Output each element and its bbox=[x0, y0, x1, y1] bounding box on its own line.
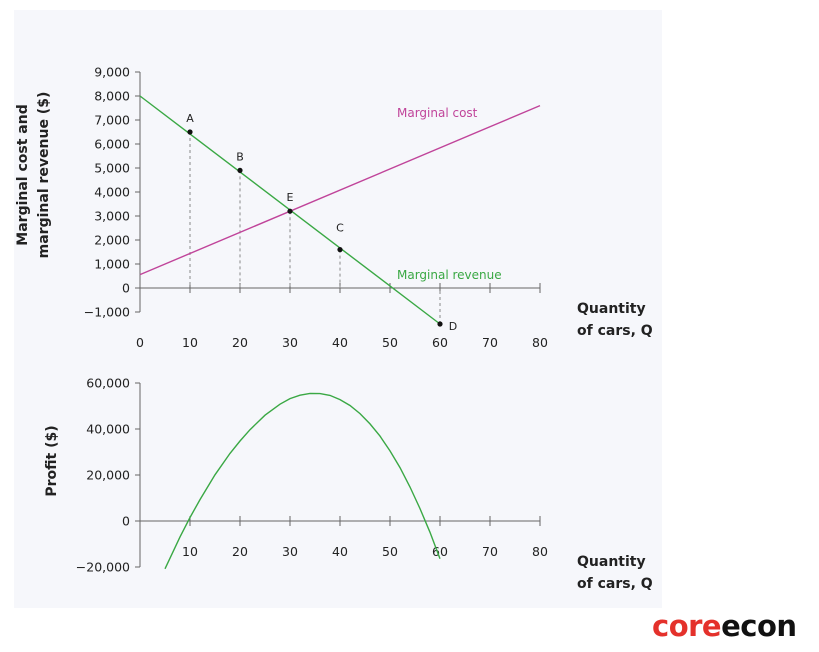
chart2-y-axis-title: Profit ($) bbox=[44, 425, 60, 496]
chart2-x-tick-label: 30 bbox=[282, 544, 298, 559]
chart1-series-marginal-cost bbox=[139, 104, 541, 276]
chart1-point-label-b: B bbox=[236, 150, 244, 163]
logo-core: core bbox=[652, 609, 722, 643]
chart2-x-axis-title: of cars, Q bbox=[577, 576, 653, 592]
chart1-point-label-e: E bbox=[287, 191, 294, 204]
chart1-point-c bbox=[337, 247, 343, 253]
chart2-y-tick-label: 60,000 bbox=[86, 376, 130, 391]
chart2-x-axis-title: Quantity bbox=[577, 554, 646, 570]
chart2-x-tick-label: 60 bbox=[432, 544, 448, 559]
chart1-y-axis-title: marginal revenue ($) bbox=[36, 92, 52, 259]
chart1-point-label-c: C bbox=[336, 222, 344, 235]
chart1-x-tick-label: 30 bbox=[282, 335, 298, 350]
chart1-x-tick-label: 70 bbox=[482, 335, 498, 350]
chart1-point-d bbox=[437, 321, 443, 327]
chart1-x-tick-label: 50 bbox=[382, 335, 398, 350]
chart1-y-tick-label: 1,000 bbox=[94, 257, 130, 272]
chart1-point-label-d: D bbox=[449, 320, 457, 333]
chart2-x-tick-label: 20 bbox=[232, 544, 248, 559]
chart1-x-tick-label: 80 bbox=[532, 335, 548, 350]
chart1-y-axis-title: Marginal cost and bbox=[15, 104, 31, 245]
chart2-x-tick-label: 10 bbox=[182, 544, 198, 559]
chart1-x-tick-label: 10 bbox=[182, 335, 198, 350]
chart1-point-label-a: A bbox=[186, 112, 194, 125]
chart2-y-tick-label: 20,000 bbox=[86, 468, 130, 483]
chart2-series-profit bbox=[164, 392, 441, 570]
chart1-y-tick-label: −1,000 bbox=[84, 305, 130, 320]
chart1-y-tick-label: 6,000 bbox=[94, 137, 130, 152]
chart2-y-tick-label: 0 bbox=[122, 514, 130, 529]
label-marginal-revenue: Marginal revenue bbox=[397, 268, 502, 282]
chart1-y-tick-label: 5,000 bbox=[94, 161, 130, 176]
chart2-x-tick-label: 80 bbox=[532, 544, 548, 559]
chart1-point-e bbox=[287, 208, 293, 214]
chart1-y-tick-label: 9,000 bbox=[94, 65, 130, 80]
chart1-x-axis-title: of cars, Q bbox=[577, 323, 653, 339]
chart2-x-tick-label: 50 bbox=[382, 544, 398, 559]
chart1-x-axis-title: Quantity bbox=[577, 301, 646, 317]
logo-econ: econ bbox=[721, 609, 797, 643]
chart2-y-tick-label: 40,000 bbox=[86, 422, 130, 437]
chart1-y-tick-label: 2,000 bbox=[94, 233, 130, 248]
chart1-point-a bbox=[187, 129, 193, 135]
chart2-x-tick-label: 70 bbox=[482, 544, 498, 559]
chart1-y-tick-label: 3,000 bbox=[94, 209, 130, 224]
figure-background bbox=[14, 10, 662, 608]
label-marginal-cost: Marginal cost bbox=[397, 106, 478, 120]
chart1-x-tick-label: 60 bbox=[432, 335, 448, 350]
chart1-y-tick-label: 7,000 bbox=[94, 113, 130, 128]
chart2-x-tick-label: 40 bbox=[332, 544, 348, 559]
chart1-x-tick-label: 0 bbox=[136, 335, 144, 350]
chart1-point-b bbox=[237, 167, 243, 173]
chart1-y-tick-label: 8,000 bbox=[94, 89, 130, 104]
chart1-x-tick-label: 20 bbox=[232, 335, 248, 350]
chart1-y-tick-label: 0 bbox=[122, 281, 130, 296]
chart1-x-tick-label: 40 bbox=[332, 335, 348, 350]
chart2-y-tick-label: −20,000 bbox=[76, 560, 130, 575]
coreecon-logo: coreecon bbox=[652, 612, 797, 641]
chart1-y-tick-label: 4,000 bbox=[94, 185, 130, 200]
